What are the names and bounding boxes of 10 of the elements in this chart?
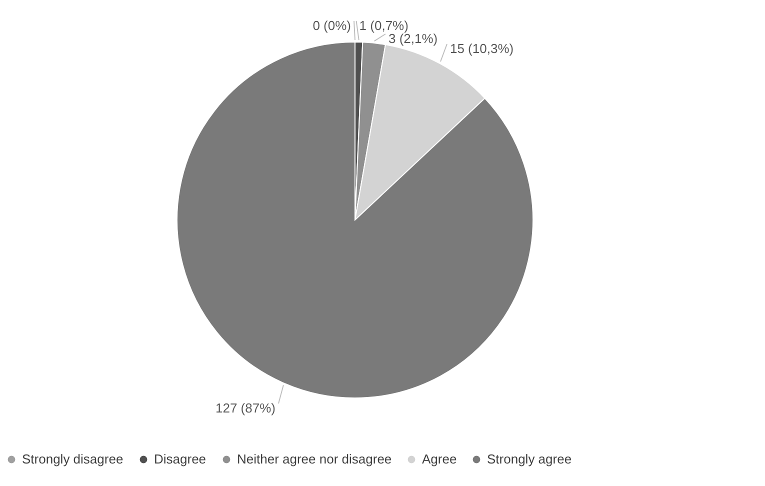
legend-label: Neither agree nor disagree [237, 452, 392, 467]
data-label: 15 (10,3%) [450, 41, 514, 56]
data-label: 127 (87%) [216, 400, 276, 416]
data-label: 1 (0,7%) [359, 18, 408, 33]
data-label: 3 (2,1%) [388, 31, 438, 46]
text: 0 (0%) [312, 18, 351, 33]
legend-label: Strongly disagree [22, 452, 124, 467]
legend-label: Disagree [154, 452, 206, 467]
legend-label: Strongly agree [487, 452, 572, 467]
legend-label: Agree [422, 452, 457, 467]
